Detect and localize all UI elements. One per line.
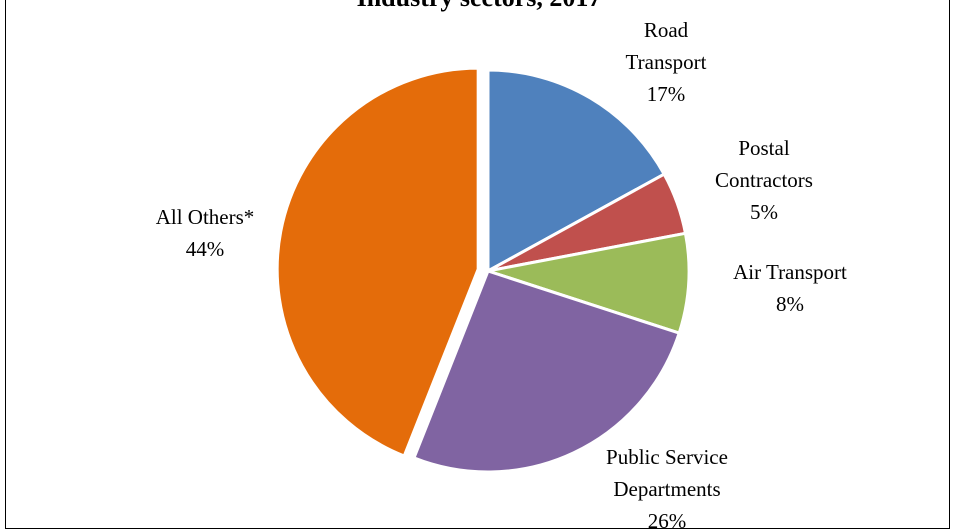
- slice-value-label: 8%: [776, 292, 804, 316]
- slice-value-label: 5%: [750, 200, 778, 224]
- slice-label: Road Transport: [625, 18, 707, 74]
- pie-slice: [486, 68, 667, 274]
- slice-label: Air Transport: [733, 260, 847, 284]
- chart-frame: [5, 0, 950, 529]
- slice-label: Postal Contractors: [715, 136, 813, 192]
- slice-value-label: 17%: [646, 82, 686, 106]
- slice-label: Public Service Departments: [606, 445, 728, 501]
- slice-value-label: 44%: [185, 237, 225, 261]
- slice-value-label: 26%: [647, 509, 687, 531]
- slice-label: All Others*: [155, 205, 255, 229]
- chart-title: Industry sectors, 2017: [0, 0, 958, 13]
- pie-slice: [487, 231, 691, 336]
- pie-slice: [275, 66, 480, 458]
- pie-slice: [412, 269, 682, 474]
